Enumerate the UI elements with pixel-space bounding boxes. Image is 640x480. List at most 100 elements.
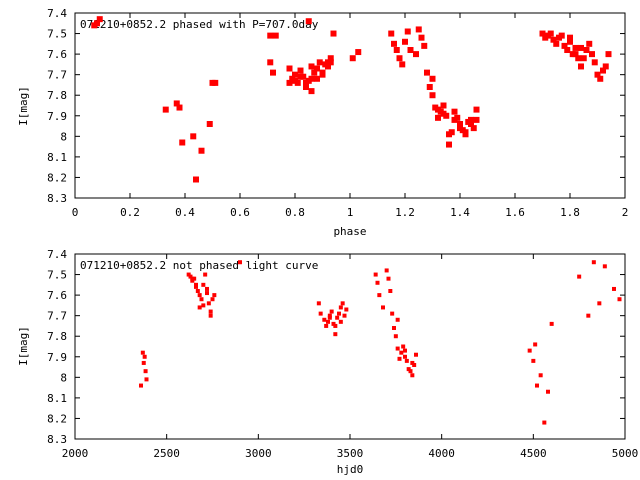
unphased-data-point: [140, 350, 145, 355]
unphased-light-curve-panel: 071210+0852.2 not phased light curve hjd…: [17, 248, 638, 476]
unphased-data-point: [414, 352, 418, 357]
phased-y-tick-label: 7.4: [47, 7, 67, 20]
phased-data-point: [308, 75, 315, 82]
unphased-data-point: [591, 260, 596, 265]
unphased-data-point: [210, 297, 215, 302]
phased-data-point: [267, 59, 274, 66]
unphased-data-point: [612, 286, 616, 291]
phased-data-point: [429, 75, 436, 82]
phased-plot-frame: [74, 12, 626, 199]
phased-data-point: [198, 147, 205, 154]
phased-data-point: [325, 63, 331, 70]
phased-data-point: [393, 47, 400, 53]
unphased-y-tick-label: 8.2: [47, 412, 67, 425]
unphased-data-point: [377, 293, 382, 298]
phased-data-point: [567, 34, 573, 41]
unphased-data-point: [194, 284, 198, 289]
phased-data-point: [272, 32, 279, 39]
phased-x-tick-label: 1: [347, 206, 354, 219]
phased-data-point: [435, 106, 441, 113]
phased-data-point: [435, 114, 441, 121]
unphased-y-tick-label: 7.7: [47, 310, 67, 323]
unphased-data-point: [597, 301, 602, 306]
phased-data-point: [94, 20, 100, 27]
phased-data-point: [327, 55, 334, 62]
unphased-data-points: [139, 260, 622, 425]
unphased-x-tick-label: 4000: [428, 447, 455, 460]
phased-y-tick-label: 8.2: [47, 171, 67, 184]
unphased-data-point: [549, 321, 554, 326]
unphased-data-point: [326, 319, 330, 324]
phased-data-point: [316, 59, 323, 66]
phased-chart-title: 071210+0852.2 phased with P=707.0day: [80, 18, 319, 31]
phased-data-point: [292, 77, 298, 84]
phased-data-point: [580, 55, 587, 62]
phased-data-point: [457, 121, 463, 127]
phased-data-point: [451, 108, 458, 115]
unphased-data-point: [337, 311, 341, 316]
unphased-data-point: [386, 276, 391, 281]
phased-data-point: [173, 100, 180, 107]
phased-data-point: [162, 106, 169, 113]
unphased-data-point: [395, 317, 400, 322]
unphased-data-point: [195, 289, 200, 293]
unphased-data-point: [333, 323, 338, 328]
unphased-x-axis-label: hjd0: [337, 463, 364, 476]
unphased-data-point: [338, 319, 343, 324]
phased-data-point: [286, 65, 293, 72]
unphased-data-point: [403, 354, 407, 359]
phased-data-point: [426, 84, 433, 90]
phased-data-points: [91, 16, 612, 183]
unphased-data-point: [139, 383, 143, 388]
unphased-data-point: [390, 311, 395, 316]
phased-data-point: [190, 133, 197, 140]
unphased-data-point: [333, 332, 338, 337]
unphased-data-point: [344, 307, 349, 312]
phased-data-point: [355, 49, 362, 56]
unphased-y-tick-label: 7.8: [47, 330, 67, 343]
unphased-y-ticks: 7.4 7.5 7.6 7.7 7.8 7.9 8 8.1 8.2 8.3: [47, 248, 625, 446]
phased-data-point: [553, 40, 560, 47]
unphased-data-point: [142, 354, 147, 359]
phased-data-point: [567, 38, 573, 45]
unphased-data-point: [322, 317, 327, 322]
phased-data-point: [583, 47, 590, 53]
unphased-data-point: [338, 305, 343, 310]
unphased-data-point: [186, 272, 191, 277]
unphased-data-point: [208, 313, 213, 318]
phased-light-curve-panel: 071210+0852.2 phased with P=707.0day pha…: [17, 7, 628, 238]
unphased-data-point: [188, 274, 193, 279]
phased-data-point: [349, 55, 356, 62]
phased-data-point: [446, 141, 452, 148]
unphased-data-point: [201, 282, 206, 287]
phased-data-point: [602, 63, 609, 70]
phased-data-point: [429, 92, 436, 99]
phased-y-tick-label: 7.5: [47, 28, 67, 41]
phased-data-point: [597, 75, 604, 82]
unphased-data-point: [408, 369, 413, 374]
phased-data-point: [305, 18, 312, 25]
phased-x-tick-label: 0: [72, 206, 79, 219]
unphased-data-point: [577, 274, 582, 279]
unphased-data-point: [399, 350, 404, 355]
phased-x-tick-label: 0.4: [175, 206, 195, 219]
unphased-data-point: [527, 348, 532, 353]
unphased-data-point: [335, 315, 340, 320]
unphased-y-tick-label: 7.6: [47, 289, 67, 302]
phased-data-point: [468, 121, 474, 127]
unphased-data-point: [393, 334, 398, 339]
phased-data-point: [591, 59, 598, 66]
phased-data-point: [270, 69, 276, 76]
unphased-data-point: [205, 286, 209, 291]
unphased-data-point: [316, 301, 321, 306]
phased-data-point: [212, 79, 219, 86]
phased-data-point: [206, 121, 213, 127]
phased-data-point: [292, 71, 298, 78]
phased-data-point: [572, 44, 579, 51]
unphased-data-point: [327, 315, 332, 320]
phased-x-tick-label: 2: [622, 206, 629, 219]
phased-data-point: [303, 84, 309, 90]
unphased-data-point: [201, 303, 206, 308]
unphased-data-point: [381, 305, 385, 310]
phased-data-point: [600, 67, 606, 74]
